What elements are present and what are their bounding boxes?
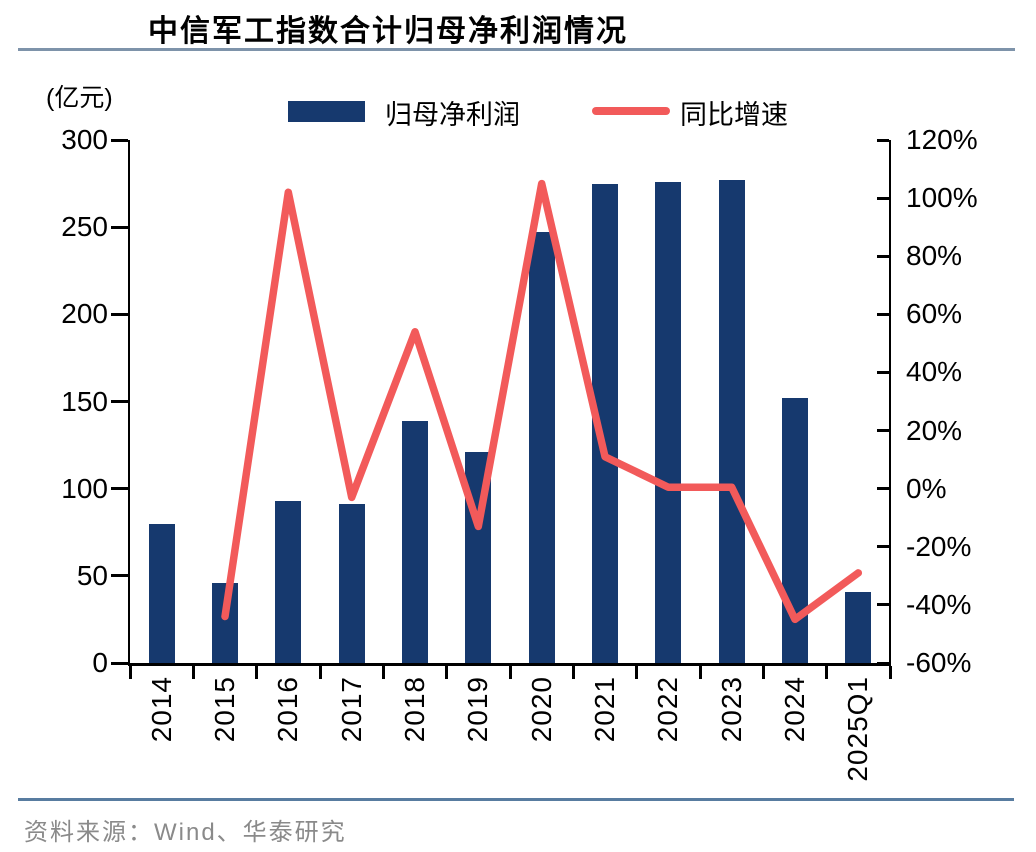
legend-line-label: 同比增速	[680, 100, 788, 130]
x-axis-tick	[635, 666, 639, 679]
x-axis-label: 2017	[335, 676, 367, 743]
left-axis-tick	[111, 574, 128, 578]
x-axis-tick	[888, 666, 892, 679]
bar-2017	[338, 504, 365, 663]
right-axis-tick	[877, 487, 889, 491]
title-rule	[18, 48, 1015, 51]
bar-2014	[148, 523, 175, 663]
left-axis-tick-label: 300	[61, 124, 108, 155]
y-axis-left	[127, 140, 130, 663]
chart-title: 中信军工指数合计归母净利润情况	[148, 15, 628, 48]
growth-line-layer	[221, 179, 863, 624]
right-axis-tick	[877, 254, 889, 258]
left-axis-tick-label: 250	[61, 211, 108, 243]
left-axis-tick	[111, 487, 128, 491]
right-axis-tick-label: 20%	[906, 414, 963, 446]
plot-area	[130, 140, 890, 663]
left-axis-tick	[111, 312, 128, 316]
left-axis-unit-label: (亿元)	[46, 84, 113, 112]
right-axis-tick	[877, 429, 889, 433]
right-axis-tick-label: 0%	[906, 472, 947, 504]
x-axis-tick	[318, 666, 322, 679]
bar-2025Q1	[845, 591, 872, 663]
x-axis-tick	[381, 666, 385, 679]
x-axis-tick	[191, 666, 195, 679]
right-axis-tick-label: -40%	[906, 588, 972, 620]
left-axis-tick	[111, 225, 128, 229]
x-axis-label: 2018	[399, 676, 430, 743]
x-axis-label: 2019	[462, 676, 494, 743]
growth-line	[221, 179, 863, 624]
right-axis-tick	[877, 661, 889, 665]
left-axis-tick-label: 100	[61, 472, 108, 504]
x-axis-tick	[128, 666, 132, 679]
x-axis-label: 2020	[525, 676, 557, 743]
right-axis-tick-label: -20%	[906, 530, 972, 562]
right-axis-tick	[877, 370, 889, 374]
x-axis-tick	[571, 666, 575, 679]
left-axis-tick	[111, 400, 128, 403]
source-note: 资料来源：Wind、华泰研究	[24, 819, 347, 846]
right-axis-tick-label: 40%	[906, 356, 963, 388]
left-axis-tick-label: 200	[61, 298, 108, 330]
footer-rule	[18, 798, 1014, 801]
bar-2020	[528, 232, 555, 663]
bar-2023	[718, 180, 745, 663]
x-axis-label: 2016	[272, 676, 304, 743]
left-axis-tick-label: 150	[61, 385, 108, 417]
right-axis-tick-label: 100%	[906, 182, 978, 214]
right-axis-tick-label: 80%	[906, 240, 963, 272]
x-axis-tick	[761, 666, 765, 679]
x-axis-label: 2023	[715, 676, 747, 743]
right-axis-tick	[877, 312, 889, 316]
x-axis-tick	[255, 666, 259, 679]
x-axis-tick	[445, 666, 449, 679]
legend-bar-swatch	[288, 101, 365, 122]
right-axis-tick	[877, 196, 889, 200]
x-axis-label: 2022	[652, 676, 684, 743]
legend-bar-label: 归母净利润	[385, 100, 520, 130]
x-axis-label: 2014	[145, 676, 177, 743]
x-axis-label: 2024	[779, 676, 810, 743]
right-axis-tick	[877, 545, 889, 549]
bar-2016	[275, 500, 302, 663]
left-axis-tick-label: 0	[92, 647, 108, 678]
x-axis-label: 2015	[209, 676, 240, 743]
x-axis-tick	[825, 666, 829, 679]
right-axis-tick-label: 120%	[906, 124, 978, 155]
right-axis-tick-label: -60%	[906, 647, 972, 678]
left-axis-tick	[111, 138, 128, 142]
left-axis-tick-label: 50	[76, 559, 108, 591]
x-axis-tick	[698, 666, 702, 679]
x-axis-label: 2021	[589, 676, 620, 743]
y-axis-right	[888, 140, 891, 663]
x-axis	[127, 663, 891, 666]
legend-line-swatch	[592, 107, 670, 115]
x-axis-label: 2025Q1	[842, 676, 874, 782]
right-axis-tick	[877, 138, 889, 142]
x-axis-tick	[508, 666, 512, 679]
left-axis-tick	[111, 661, 128, 665]
right-axis-tick-label: 60%	[906, 298, 963, 330]
bar-2018	[402, 420, 428, 663]
bar-2022	[655, 181, 682, 663]
right-axis-tick	[877, 603, 889, 607]
